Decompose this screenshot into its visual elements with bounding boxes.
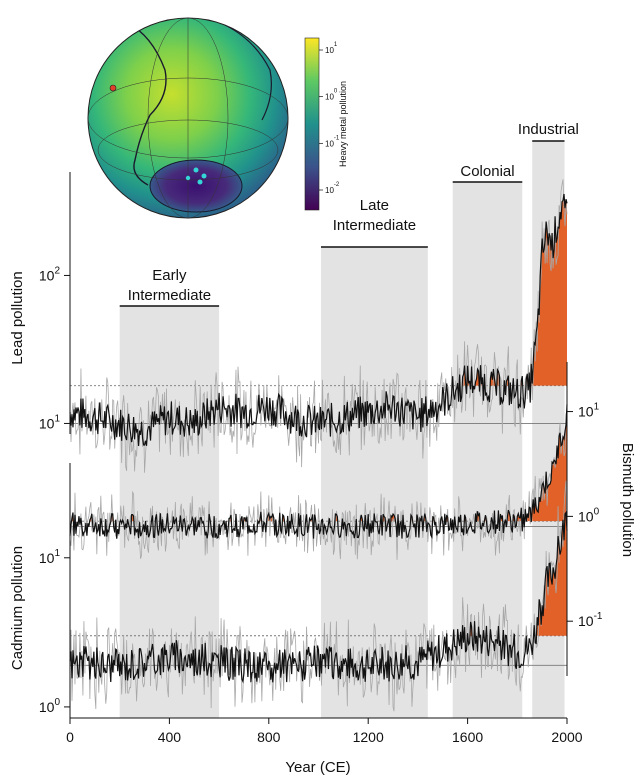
ice-core-marker	[201, 173, 207, 179]
period-label: Late	[360, 197, 389, 214]
lead-axis-title: Lead pollution	[9, 271, 26, 364]
y-tick-label-right: 101	[578, 402, 600, 420]
x-tick-label: 2000	[551, 729, 582, 745]
axes	[69, 172, 568, 719]
period-label: Intermediate	[128, 287, 211, 304]
x-tick-label: 0	[66, 729, 74, 745]
bismuth-axis-title: Bismuth pollution	[619, 443, 636, 557]
inset-globe	[87, 17, 289, 219]
period-label: Intermediate	[333, 217, 416, 234]
y-tick-label-right: 10-1	[578, 611, 603, 629]
x-tick-label: 1200	[353, 729, 384, 745]
south-america-outline	[119, 19, 167, 186]
colorbar-tick-label: 101	[325, 42, 338, 55]
colorbar-scale	[304, 37, 320, 211]
smoothed-series	[69, 510, 568, 684]
y-tick-label: 100	[39, 697, 61, 715]
site-marker-south-america	[109, 84, 117, 92]
colorbar: 101 100 10-1 10-2 Heavy metal pollution	[304, 37, 348, 211]
exceedance-fill	[532, 404, 567, 522]
period-label: Colonial	[460, 163, 514, 180]
cadmium-axis-title: Cadmium pollution	[9, 546, 26, 670]
period-labels: Early Intermediate Late Intermediate Colonia…	[119, 121, 579, 307]
period-band	[320, 247, 428, 718]
colorbar-title: Heavy metal pollution	[338, 81, 348, 167]
ice-core-marker	[193, 167, 199, 173]
ice-core-marker	[197, 179, 203, 185]
y-tick-label: 102	[39, 265, 61, 283]
y-tick-label: 101	[39, 413, 61, 431]
colorbar-ticks: 101 100 10-1 10-2	[319, 42, 340, 195]
ice-core-marker	[185, 175, 191, 181]
colorbar-tick-label: 10-2	[325, 182, 340, 195]
exceedance-fill	[517, 507, 522, 522]
africa-outline	[224, 24, 272, 121]
x-tick-label: 800	[257, 729, 281, 745]
colorbar-tick-label: 10-1	[325, 135, 340, 148]
period-label: Early	[152, 267, 187, 284]
y-tick-label-right: 100	[578, 506, 600, 524]
tick-labels: 0 400 800 1200 1600 2000 101 102 100 101 10-1 100 10…	[39, 265, 603, 745]
y-tick-label: 101	[39, 548, 61, 566]
smoothed-series	[69, 193, 568, 447]
x-tick-label: 1600	[452, 729, 483, 745]
smoothed-series	[69, 404, 568, 540]
x-axis-title: Year (CE)	[285, 759, 350, 776]
colorbar-tick-label: 100	[325, 89, 338, 102]
period-label: Industrial	[518, 121, 579, 138]
graticule	[147, 18, 229, 218]
x-tick-label: 400	[158, 729, 182, 745]
series-lines	[69, 179, 568, 712]
antarctica-region	[149, 159, 243, 213]
